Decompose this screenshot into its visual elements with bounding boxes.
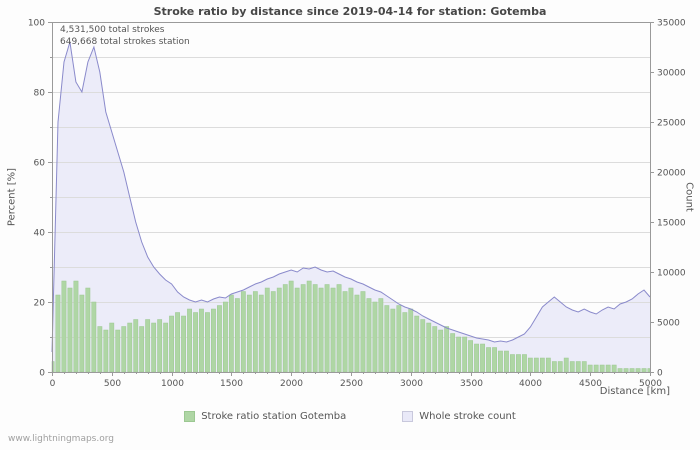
legend-label-count: Whole stroke count	[419, 411, 516, 422]
y-axis-left-label: Percent [%]	[6, 167, 18, 227]
legend-item-ratio: Stroke ratio station Gotemba	[184, 411, 346, 422]
svg-text:2500: 2500	[340, 379, 363, 389]
svg-text:10000: 10000	[657, 269, 686, 279]
legend-label-ratio: Stroke ratio station Gotemba	[201, 411, 347, 422]
svg-text:0: 0	[50, 379, 56, 389]
svg-text:30000: 30000	[657, 69, 686, 79]
svg-text:100: 100	[28, 19, 45, 29]
svg-text:4500: 4500	[579, 379, 602, 389]
svg-text:4000: 4000	[519, 379, 542, 389]
chart-title: Stroke ratio by distance since 2019-04-1…	[153, 5, 547, 18]
svg-text:2000: 2000	[280, 379, 303, 389]
svg-text:20: 20	[34, 299, 46, 309]
svg-text:1000: 1000	[161, 379, 184, 389]
svg-text:80: 80	[34, 89, 46, 99]
station-strokes-annotation: 649,668 total strokes station	[60, 37, 190, 47]
legend: Stroke ratio station Gotemba Whole strok…	[0, 411, 700, 422]
svg-text:60: 60	[34, 159, 46, 169]
legend-swatch-count	[402, 411, 414, 422]
svg-text:3500: 3500	[460, 379, 483, 389]
legend-item-count: Whole stroke count	[402, 411, 516, 422]
svg-text:15000: 15000	[657, 219, 686, 229]
svg-text:0: 0	[39, 369, 45, 379]
legend-swatch-ratio	[184, 411, 196, 422]
svg-text:1500: 1500	[220, 379, 243, 389]
svg-text:40: 40	[34, 229, 46, 239]
y-axis-right-label: Count	[683, 182, 695, 212]
ratio-bars	[51, 280, 651, 373]
axis-ticks: 0 500 1000 1500 2000 2500 3000 3500 4000 4500 5000…	[28, 19, 686, 390]
svg-text:500: 500	[104, 379, 121, 389]
svg-text:25000: 25000	[657, 119, 686, 129]
watermark: www.lightningmaps.org	[8, 434, 114, 444]
x-axis-label: Distance [km]	[599, 386, 670, 397]
svg-text:0: 0	[657, 369, 663, 379]
count-line	[51, 41, 651, 353]
svg-text:35000: 35000	[657, 19, 686, 29]
svg-text:3000: 3000	[400, 379, 423, 389]
total-strokes-annotation: 4,531,500 total strokes	[60, 25, 165, 35]
svg-text:20000: 20000	[657, 169, 686, 179]
svg-text:5000: 5000	[657, 319, 680, 329]
svg-text:5000: 5000	[639, 379, 662, 389]
